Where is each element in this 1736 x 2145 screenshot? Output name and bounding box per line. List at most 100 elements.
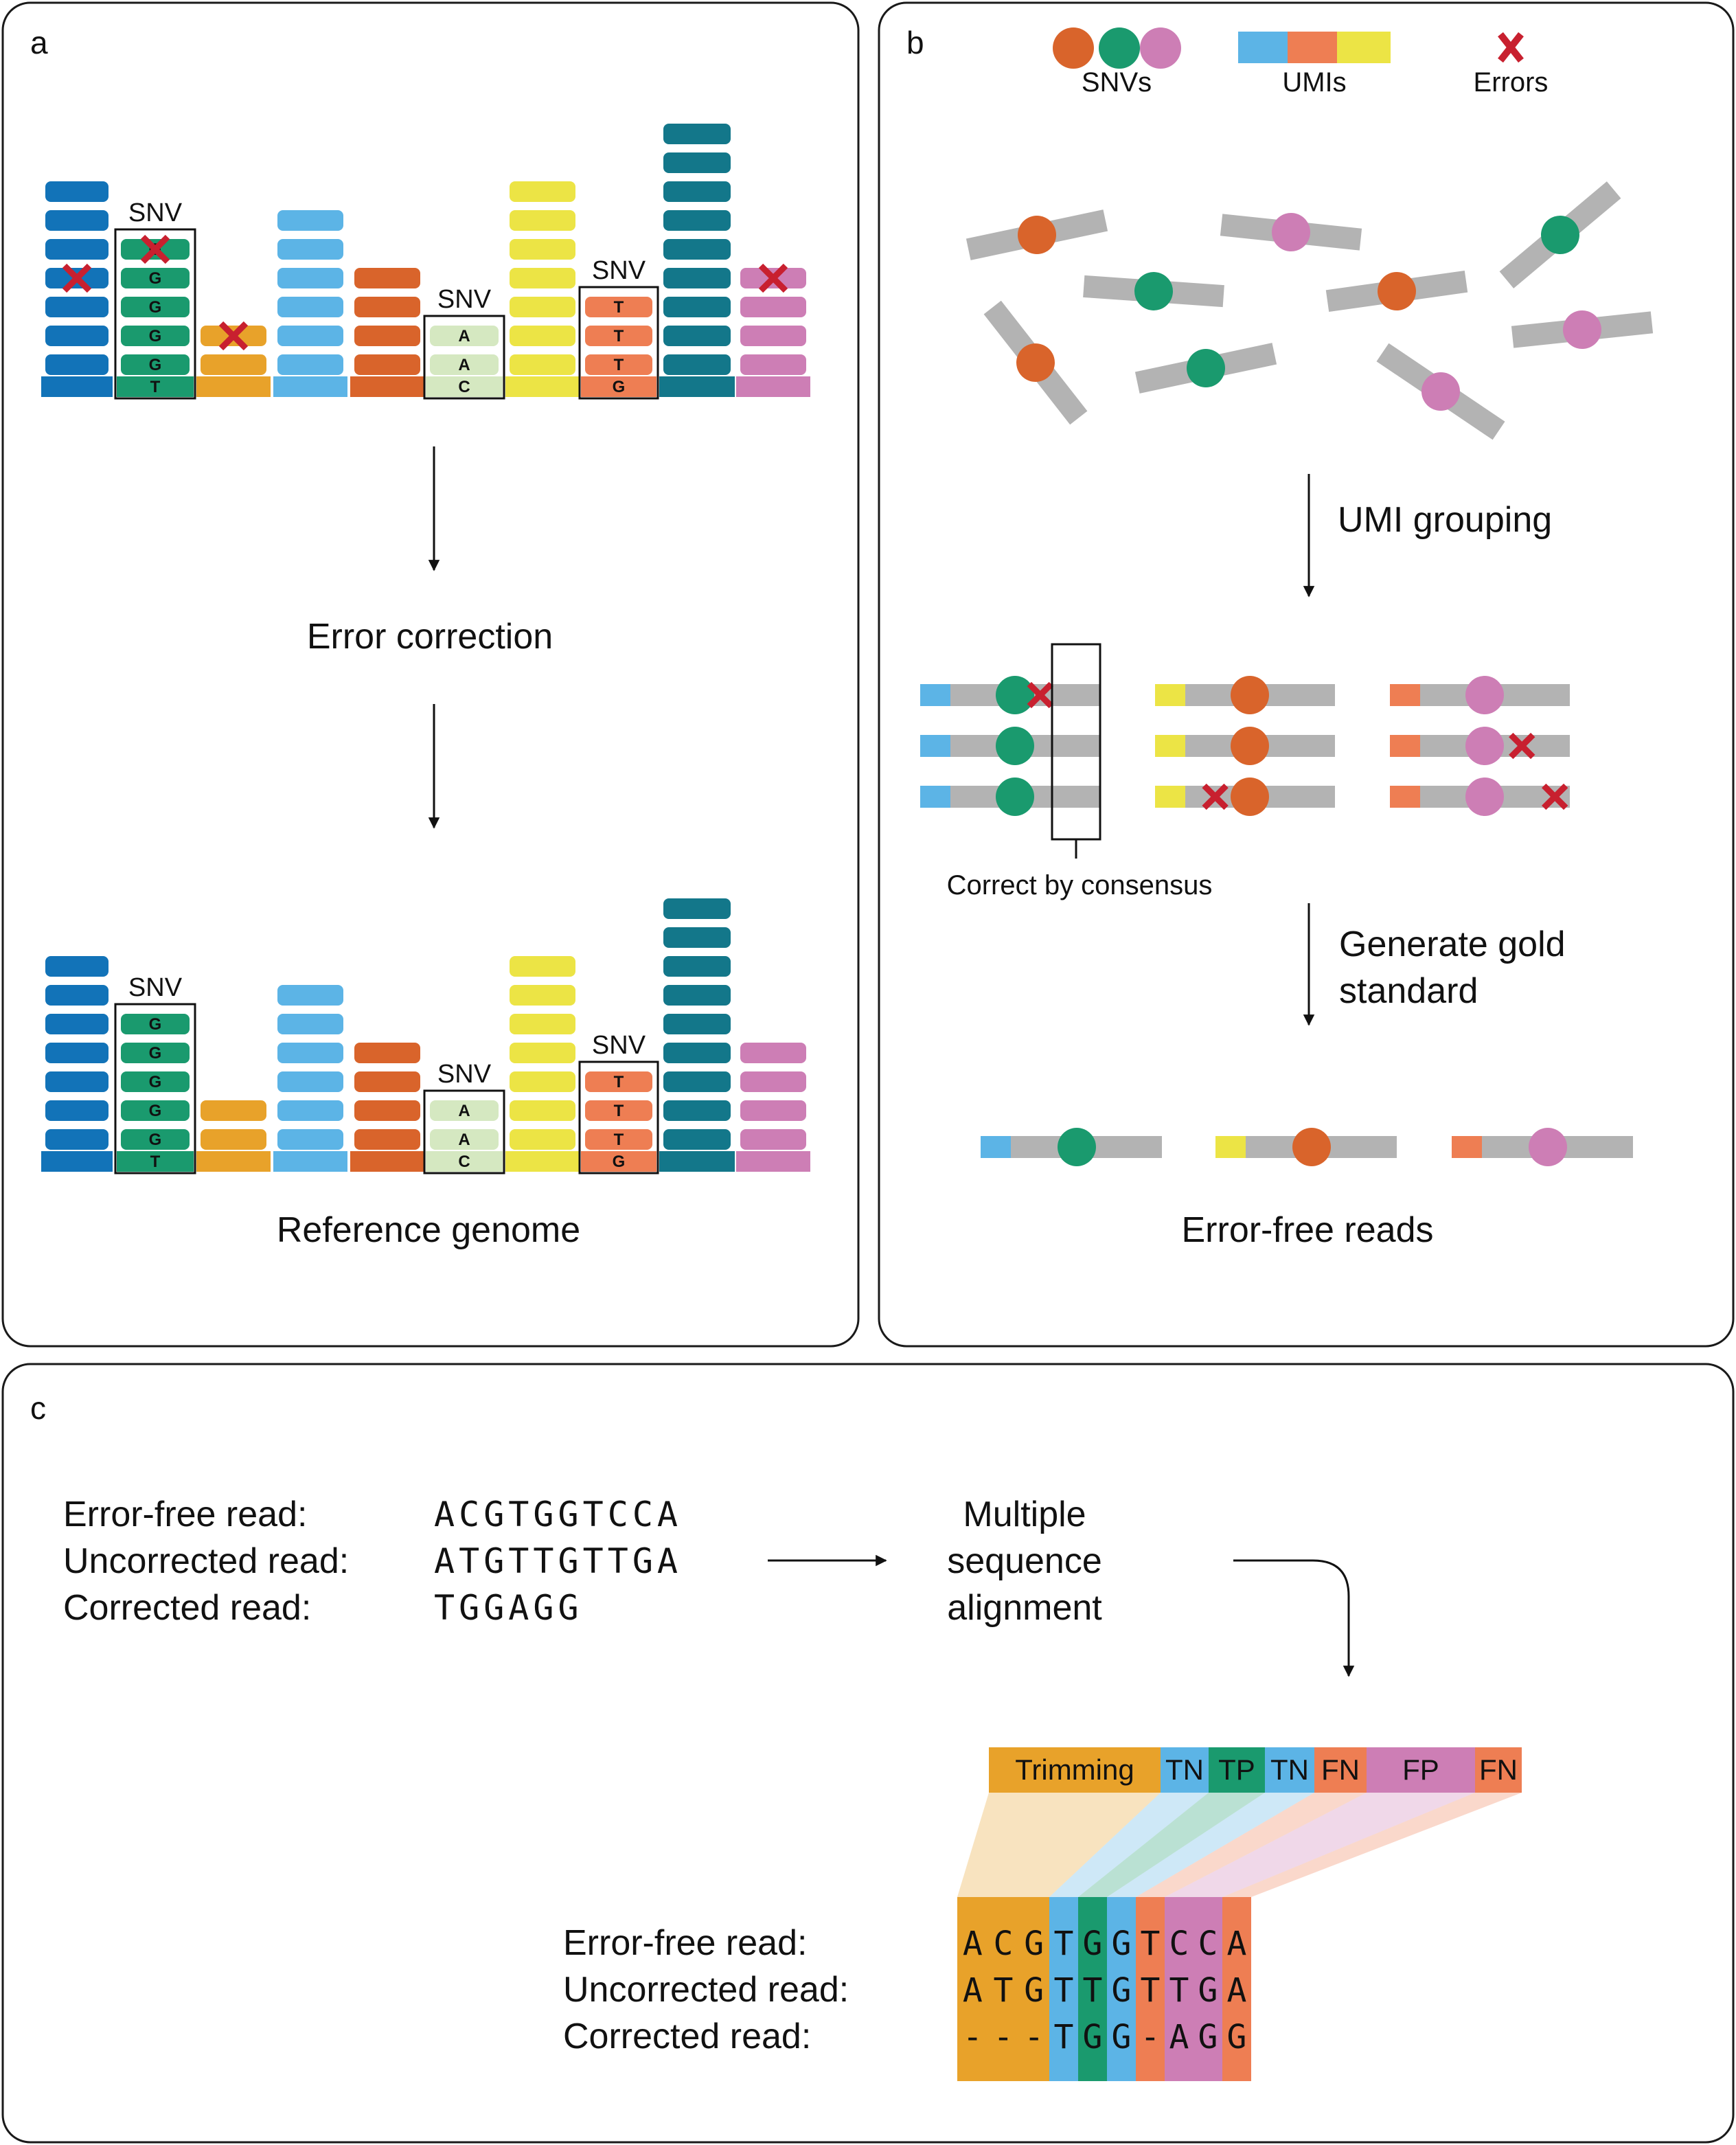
read-block	[510, 1071, 575, 1092]
error-free-read-3	[1452, 1128, 1633, 1166]
category-fp	[1367, 1747, 1475, 1793]
read-block	[121, 1100, 190, 1121]
read-block	[201, 1100, 266, 1121]
reference-segment	[659, 1151, 735, 1172]
read-block	[121, 1014, 190, 1034]
read-block	[510, 354, 575, 375]
read-block	[510, 181, 575, 202]
snv-dot	[1187, 349, 1225, 387]
read-block	[354, 354, 420, 375]
aligned-base: T	[1141, 1971, 1161, 2010]
legend-umi-salmon	[1288, 32, 1337, 63]
reference-segment	[426, 376, 503, 397]
read-block	[121, 326, 190, 346]
read-base-label: T	[614, 298, 624, 317]
read-base-label: G	[149, 356, 162, 374]
read-base-label: G	[149, 1044, 162, 1063]
category-label: FN	[1321, 1754, 1360, 1786]
reference-segment	[659, 376, 735, 397]
aligned-base: -	[994, 2018, 1014, 2056]
read-block	[121, 1129, 190, 1150]
read-block	[277, 210, 343, 231]
read-block	[277, 985, 343, 1006]
read-base-label: T	[614, 1131, 624, 1149]
read-block	[121, 297, 190, 317]
snv-dot	[1231, 778, 1269, 816]
pileup-column-7	[505, 956, 580, 1172]
legend-error-icon	[1498, 32, 1524, 63]
read-group-1	[920, 676, 1100, 816]
pileup-column-4	[273, 210, 347, 397]
aligned-base: G	[1083, 1925, 1103, 1963]
grouped-read	[1155, 727, 1335, 765]
read-base-label: A	[458, 1102, 470, 1120]
read-block	[201, 1129, 266, 1150]
fan-fp	[1165, 1793, 1475, 1897]
read-group-3	[1390, 676, 1570, 816]
error-correction-label: Error correction	[307, 617, 553, 657]
read-block	[45, 210, 108, 231]
snv-dot	[1231, 727, 1269, 765]
reference-base-label: G	[613, 1153, 626, 1171]
error-icon	[758, 263, 788, 293]
read-base-label: G	[149, 1015, 162, 1034]
panel-b-frame	[878, 1, 1735, 1348]
read-block	[45, 239, 108, 260]
consensus-label: Correct by consensus	[947, 870, 1213, 900]
read-block	[740, 297, 806, 317]
reference-segment	[41, 1151, 113, 1172]
reference-base-label: C	[458, 378, 470, 396]
read-block	[663, 1100, 731, 1121]
category-fn	[1314, 1747, 1367, 1793]
snv-dot	[1016, 343, 1055, 382]
c-label-uncorrected: Uncorrected read:	[63, 1541, 349, 1581]
category-tn	[1265, 1747, 1314, 1793]
panel-b-letter: b	[906, 25, 924, 60]
read-block	[585, 1129, 652, 1150]
legend-snv-pink	[1140, 27, 1181, 69]
umi-tag	[920, 735, 950, 757]
read-base-label: A	[458, 356, 470, 374]
snv-box	[423, 1089, 505, 1174]
panel-b: b SNVs UMIs Errors UMI grouping Correct …	[878, 1, 1735, 1348]
pileup-column-9	[659, 898, 735, 1172]
read-block	[585, 1071, 652, 1092]
read-base-label: A	[458, 1131, 470, 1149]
reference-segment	[350, 376, 424, 397]
read-base-label: T	[614, 1102, 624, 1120]
c-align-label-error-free: Error-free read:	[563, 1923, 807, 1963]
read-block	[510, 1014, 575, 1034]
aligned-base: G	[1198, 2018, 1218, 2056]
read-base-label: G	[149, 1102, 162, 1120]
scattered-read	[983, 300, 1088, 425]
read-block	[663, 181, 731, 202]
read-block	[121, 268, 190, 288]
read-block	[663, 124, 731, 144]
fan-fn	[1136, 1793, 1367, 1897]
read-block	[740, 326, 806, 346]
panel-a-frame	[1, 1, 860, 1348]
fan-trimming	[957, 1793, 1161, 1897]
read-block	[740, 1129, 806, 1150]
error-icon	[1202, 783, 1229, 810]
read-block	[277, 354, 343, 375]
read-block	[354, 268, 420, 288]
read-block	[430, 1129, 499, 1150]
read-block	[663, 927, 731, 948]
aligned-base: C	[994, 1925, 1014, 1963]
reference-segment	[117, 1151, 194, 1172]
pileup-column-3	[196, 321, 271, 397]
snv-dot	[1292, 1128, 1331, 1166]
snv-dot	[1134, 272, 1173, 310]
snv-dot	[996, 778, 1034, 816]
read-block	[277, 268, 343, 288]
category-label: FP	[1402, 1754, 1439, 1786]
category-label: TN	[1270, 1754, 1309, 1786]
grid-band-fp	[1165, 1897, 1222, 2081]
umi-tag	[1390, 684, 1420, 706]
pileup-column-10	[736, 263, 810, 397]
